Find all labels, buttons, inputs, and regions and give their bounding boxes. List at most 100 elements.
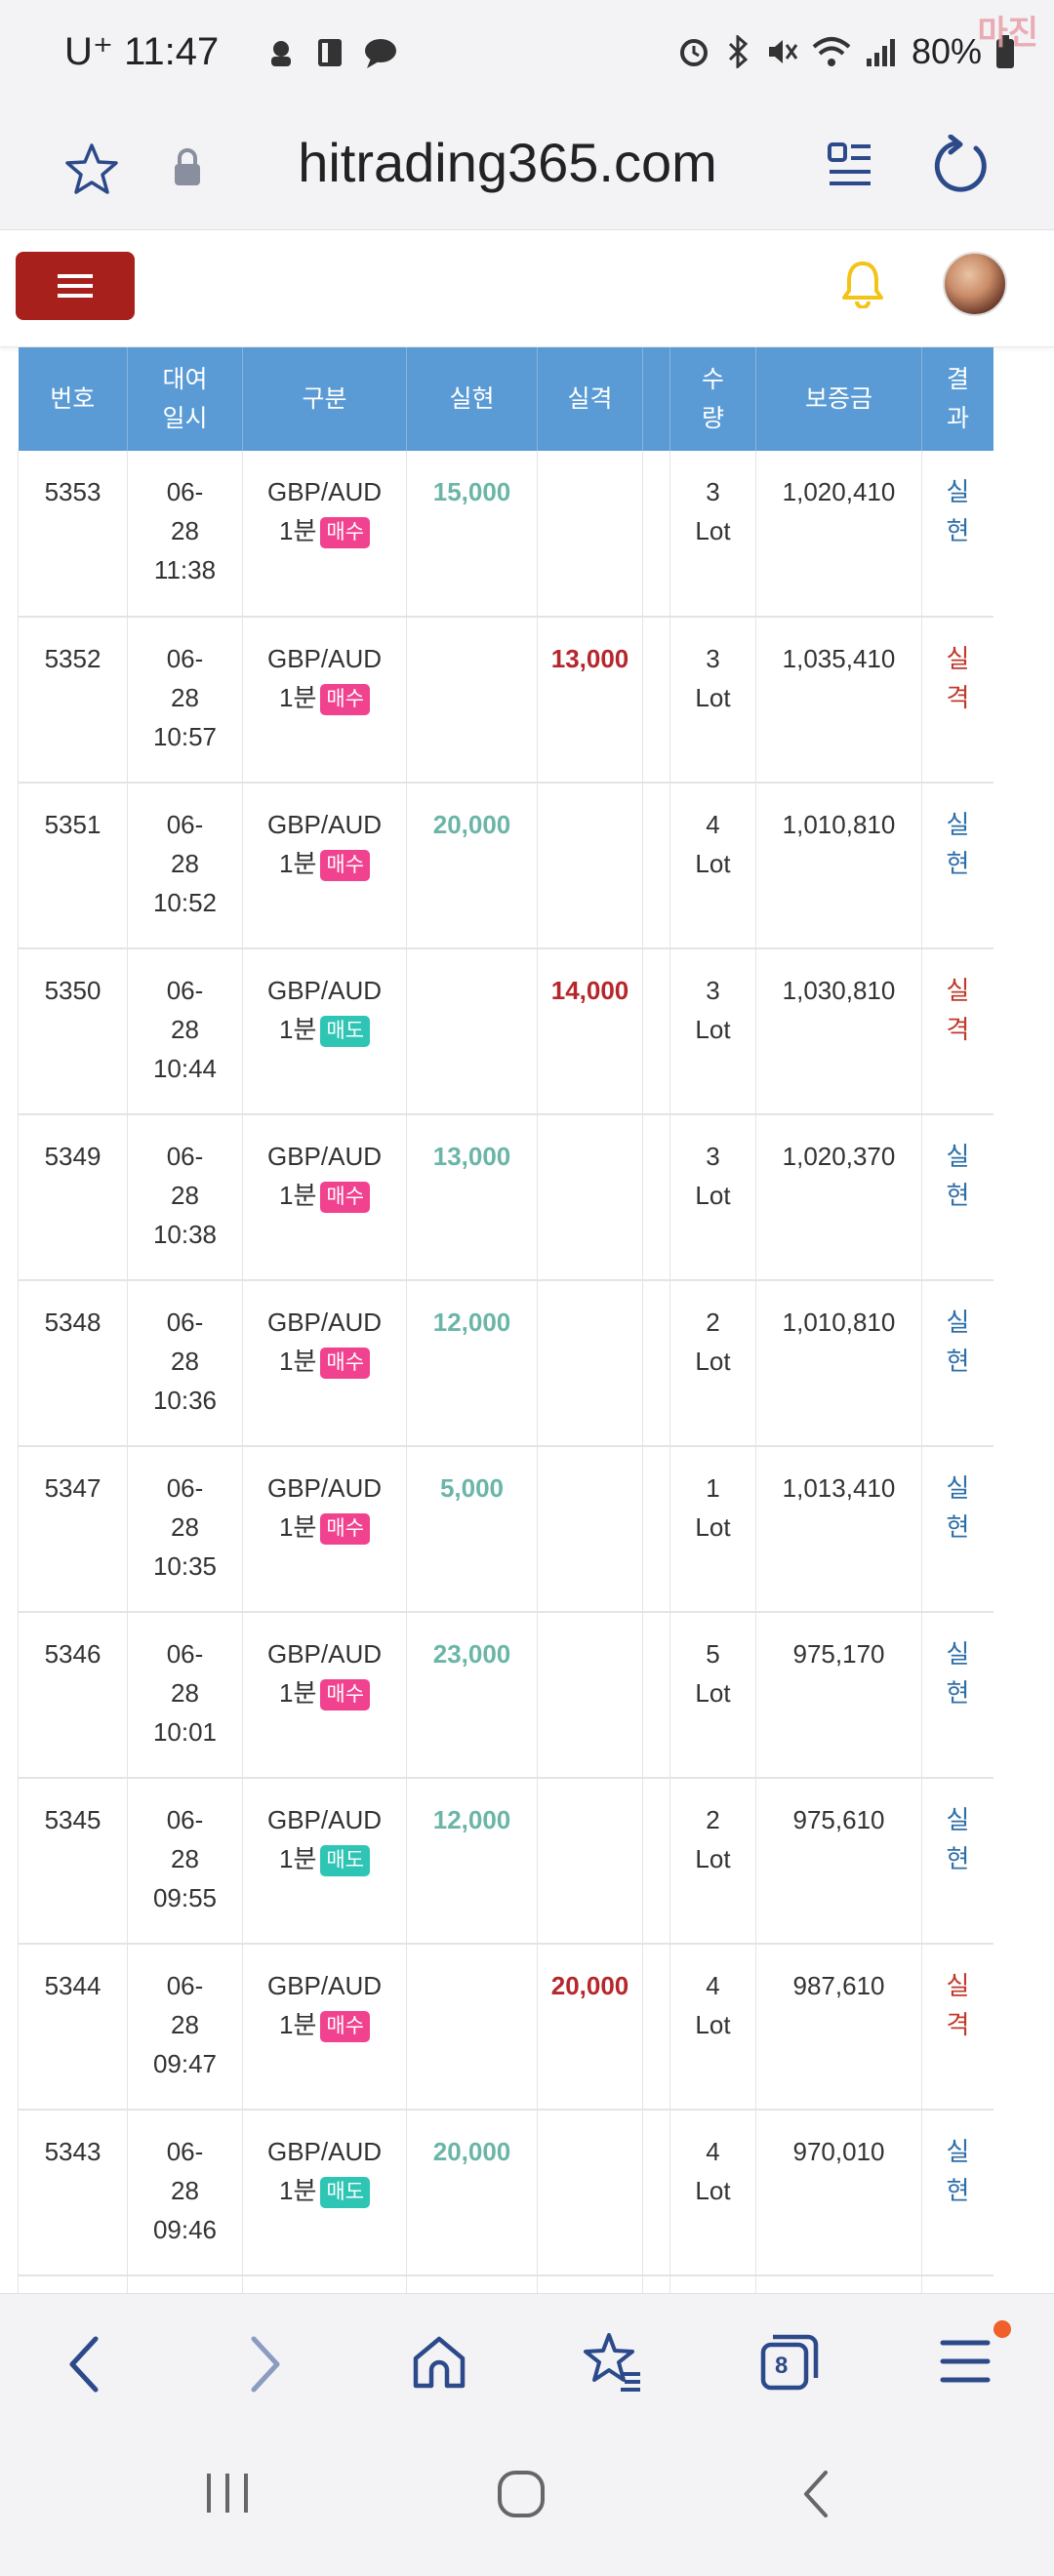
- currency-pair: GBP/AUD: [266, 1805, 383, 1834]
- trade-type-cell: GBP/AUD 1분 매수: [242, 1114, 407, 1281]
- row-number: 5343: [18, 2110, 128, 2276]
- trade-type-cell: GBP/AUD 1분 매수: [242, 451, 407, 618]
- table-row[interactable]: 5344 06- 28 09:47 GBP/AUD 1분 매수 20,000 4 Lot 987,6…: [18, 1944, 993, 2111]
- loss-amount: [537, 1778, 643, 1945]
- th-type: 구분: [242, 347, 407, 451]
- buy-badge: 매수: [320, 1348, 371, 1380]
- trade-result: [921, 2275, 993, 2293]
- lot-quantity: 2 Lot: [669, 1280, 756, 1447]
- watermark-logo: 마진: [977, 14, 1038, 53]
- th-spacer: [642, 347, 670, 451]
- th-realize: 실현: [406, 347, 538, 451]
- deposit-balance: 1,035,410: [755, 617, 922, 784]
- battery-icon: [996, 35, 1014, 68]
- currency-pair: GBP/AUD: [266, 976, 383, 1005]
- loss-amount: [537, 2110, 643, 2276]
- recents-icon[interactable]: [203, 2471, 252, 2516]
- deposit-balance: 970,010: [755, 2110, 922, 2276]
- table-row[interactable]: 5349 06- 28 10:38 GBP/AUD 1분 매수 13,000 3 Lot 1,020…: [18, 1114, 993, 1281]
- wifi-icon: [812, 37, 851, 66]
- url-text[interactable]: hitrading365.com: [298, 132, 717, 193]
- bell-icon[interactable]: [841, 260, 884, 308]
- home-icon[interactable]: [410, 2333, 468, 2392]
- currency-pair: GBP/AUD: [266, 477, 383, 506]
- realized-profit: 12,000: [406, 1280, 538, 1447]
- table-body: 5353 06- 28 11:38 GBP/AUD 1분 매수 15,000 3 Lot 1,020…: [18, 451, 993, 2293]
- forward-icon[interactable]: [246, 2335, 285, 2394]
- trade-period: 1분: [278, 1347, 317, 1376]
- th-no: 번호: [18, 347, 128, 451]
- deposit-balance: 975,610: [755, 1778, 922, 1945]
- realized-profit: 13,000: [406, 1114, 538, 1281]
- lot-quantity: 5 Lot: [669, 1612, 756, 1779]
- table-row[interactable]: 5343 06- 28 09:46 GBP/AUD 1분 매도 20,000 4 Lot 970,0…: [18, 2110, 993, 2276]
- tab-count: 8: [775, 2353, 789, 2379]
- notification-app-icon: [271, 41, 291, 66]
- lot-quantity: 4 Lot: [669, 783, 756, 949]
- lot-quantity: 3 Lot: [669, 1114, 756, 1281]
- buy-badge: 매수: [320, 1182, 371, 1214]
- currency-pair: GBP/AUD: [266, 2137, 383, 2166]
- avatar[interactable]: [943, 252, 1007, 316]
- notification-doc-icon: [318, 39, 342, 66]
- trade-history-table: 번호 대여 일시 구분 실현 실격 수 량 보증금 결 과 5353 06- 28 11:38 GBP/AU…: [18, 347, 993, 2293]
- menu-icon[interactable]: [939, 2335, 992, 2388]
- currency-pair: GBP/AUD: [266, 644, 383, 673]
- spacer-cell: [642, 1944, 670, 2111]
- table-row[interactable]: 5353 06- 28 11:38 GBP/AUD 1분 매수 15,000 3 Lot 1,020…: [18, 451, 993, 618]
- spacer-cell: [642, 1114, 670, 1281]
- trade-period: 1분: [278, 516, 317, 545]
- realized-profit: 23,000: [406, 1612, 538, 1779]
- table-row[interactable]: [18, 2275, 993, 2293]
- loss-amount: [537, 1612, 643, 1779]
- rental-datetime: 06- 28 10:35: [127, 1446, 243, 1613]
- spacer-cell: [642, 1778, 670, 1945]
- browser-url-bar: hitrading365.com: [0, 117, 1054, 230]
- table-row[interactable]: 5351 06- 28 10:52 GBP/AUD 1분 매수 20,000 4 Lot 1,010…: [18, 783, 993, 949]
- reload-icon[interactable]: [929, 135, 992, 197]
- nav-back-icon[interactable]: [798, 2469, 833, 2519]
- buy-badge: 매수: [320, 517, 371, 549]
- menu-notification-dot: [993, 2320, 1011, 2338]
- notification-chat-icon: [365, 39, 396, 68]
- status-right: 80%: [677, 31, 1015, 72]
- table-row[interactable]: 5352 06- 28 10:57 GBP/AUD 1분 매수 13,000 3 Lot 1,035…: [18, 617, 993, 784]
- row-number: 5352: [18, 617, 128, 784]
- alarm-icon: [679, 39, 708, 66]
- lot-quantity: 1 Lot: [669, 1446, 756, 1613]
- spacer-cell: [642, 1280, 670, 1447]
- realized-profit: [406, 1944, 538, 2111]
- realized-profit: 5,000: [406, 1446, 538, 1613]
- site-menu-button[interactable]: [16, 252, 135, 320]
- status-bar: U⁺ 11:47 80% 마진: [0, 0, 1054, 117]
- buy-badge: 매수: [320, 1513, 371, 1546]
- loss-amount: [537, 783, 643, 949]
- rental-datetime: 06- 28 10:44: [127, 948, 243, 1115]
- back-icon[interactable]: [64, 2335, 103, 2394]
- trade-type-cell: GBP/AUD 1분 매도: [242, 1778, 407, 1945]
- table-row[interactable]: 5347 06- 28 10:35 GBP/AUD 1분 매수 5,000 1 Lot 1,013,…: [18, 1446, 993, 1613]
- buy-badge: 매수: [320, 850, 371, 882]
- tabs-icon[interactable]: [759, 2331, 820, 2392]
- bookmarks-icon[interactable]: [582, 2331, 644, 2394]
- table-row[interactable]: 5346 06- 28 10:01 GBP/AUD 1분 매수 23,000 5 Lot 975,1…: [18, 1612, 993, 1779]
- table-row[interactable]: 5345 06- 28 09:55 GBP/AUD 1분 매도 12,000 2 Lot 975,6…: [18, 1778, 993, 1945]
- rental-datetime: 06- 28 10:36: [127, 1280, 243, 1447]
- currency-pair: GBP/AUD: [266, 810, 383, 839]
- loss-amount: [537, 2275, 643, 2293]
- currency-pair: GBP/AUD: [266, 1308, 383, 1337]
- th-loss: 실격: [537, 347, 643, 451]
- table-row[interactable]: 5348 06- 28 10:36 GBP/AUD 1분 매수 12,000 2 Lot 1,010…: [18, 1280, 993, 1447]
- reader-mode-icon[interactable]: [826, 137, 874, 197]
- trade-period: 1분: [278, 1015, 317, 1044]
- site-header: [0, 230, 1054, 347]
- bookmark-star-icon[interactable]: [62, 141, 121, 199]
- rental-datetime: 06- 28 10:38: [127, 1114, 243, 1281]
- table-row[interactable]: 5350 06- 28 10:44 GBP/AUD 1분 매도 14,000 3 Lot 1,030…: [18, 948, 993, 1115]
- home-circle-icon[interactable]: [496, 2469, 547, 2519]
- lot-quantity: 3 Lot: [669, 617, 756, 784]
